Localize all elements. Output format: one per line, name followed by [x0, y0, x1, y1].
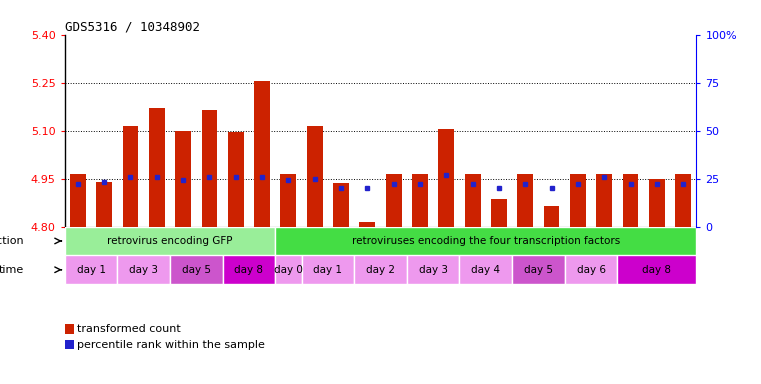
- Bar: [570, 174, 586, 227]
- Text: GDS5316 / 10348902: GDS5316 / 10348902: [65, 20, 199, 33]
- Text: percentile rank within the sample: percentile rank within the sample: [77, 340, 265, 350]
- Text: day 5: day 5: [182, 265, 211, 275]
- Text: day 3: day 3: [419, 265, 447, 275]
- Bar: [407, 255, 460, 284]
- Bar: [117, 255, 170, 284]
- Bar: [460, 255, 512, 284]
- Bar: [617, 255, 696, 284]
- Bar: [565, 255, 617, 284]
- Bar: [597, 174, 612, 227]
- Bar: [281, 174, 296, 227]
- Text: day 6: day 6: [577, 265, 606, 275]
- Bar: [223, 255, 275, 284]
- Text: day 0: day 0: [274, 265, 303, 275]
- Bar: [412, 174, 428, 227]
- Bar: [301, 255, 354, 284]
- Text: infection: infection: [0, 236, 24, 246]
- Text: retroviruses encoding the four transcription factors: retroviruses encoding the four transcrip…: [352, 236, 620, 246]
- Bar: [359, 222, 375, 227]
- Bar: [170, 255, 223, 284]
- Bar: [70, 174, 86, 227]
- Bar: [65, 227, 275, 255]
- Bar: [517, 174, 533, 227]
- Text: day 3: day 3: [129, 265, 158, 275]
- Bar: [307, 126, 323, 227]
- Text: day 1: day 1: [77, 265, 106, 275]
- Bar: [649, 179, 665, 227]
- Bar: [622, 174, 638, 227]
- Bar: [275, 227, 696, 255]
- Bar: [175, 131, 191, 227]
- Bar: [438, 129, 454, 227]
- Bar: [65, 255, 117, 284]
- Text: day 1: day 1: [314, 265, 342, 275]
- Bar: [354, 255, 407, 284]
- Bar: [96, 182, 112, 227]
- Bar: [491, 199, 507, 227]
- Bar: [512, 255, 565, 284]
- Text: day 5: day 5: [524, 265, 553, 275]
- Bar: [465, 174, 480, 227]
- Bar: [543, 206, 559, 227]
- Bar: [123, 126, 139, 227]
- Bar: [386, 174, 402, 227]
- Text: transformed count: transformed count: [77, 324, 180, 334]
- Bar: [275, 255, 301, 284]
- Bar: [149, 108, 164, 227]
- Text: time: time: [0, 265, 24, 275]
- Bar: [254, 81, 270, 227]
- Bar: [333, 184, 349, 227]
- Text: day 8: day 8: [234, 265, 263, 275]
- Text: day 8: day 8: [642, 265, 671, 275]
- Text: day 2: day 2: [366, 265, 395, 275]
- Text: retrovirus encoding GFP: retrovirus encoding GFP: [107, 236, 233, 246]
- Bar: [228, 132, 244, 227]
- Bar: [675, 174, 691, 227]
- Text: day 4: day 4: [471, 265, 500, 275]
- Bar: [202, 110, 218, 227]
